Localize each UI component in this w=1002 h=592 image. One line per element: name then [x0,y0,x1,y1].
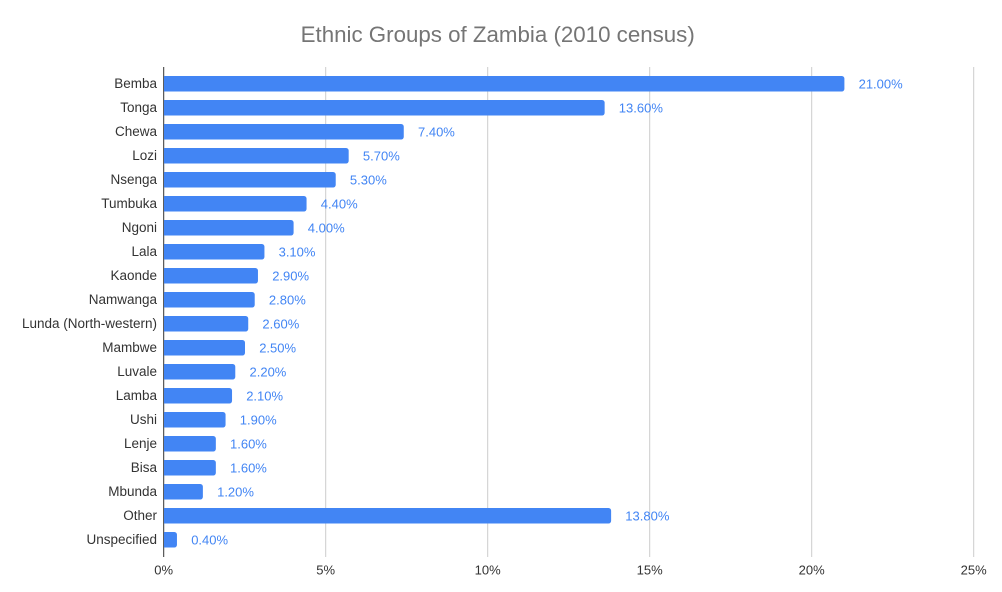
svg-text:Tonga: Tonga [120,100,157,115]
svg-text:2.50%: 2.50% [259,340,296,355]
svg-text:Namwanga: Namwanga [89,292,158,307]
svg-text:Mbunda: Mbunda [108,484,157,499]
svg-text:2.80%: 2.80% [269,292,306,307]
svg-text:21.00%: 21.00% [859,76,904,91]
svg-text:Chewa: Chewa [115,124,158,139]
svg-text:2.60%: 2.60% [262,316,299,331]
svg-text:25%: 25% [961,563,987,578]
svg-text:Kaonde: Kaonde [110,268,157,283]
svg-text:4.00%: 4.00% [308,220,345,235]
svg-text:1.90%: 1.90% [240,412,277,427]
svg-text:Mambwe: Mambwe [102,340,157,355]
svg-text:Lamba: Lamba [116,388,158,403]
svg-text:1.20%: 1.20% [217,484,254,499]
svg-text:2.10%: 2.10% [246,388,283,403]
svg-text:Bemba: Bemba [114,76,157,91]
svg-text:13.60%: 13.60% [619,100,664,115]
svg-text:Lozi: Lozi [132,148,157,163]
svg-text:0%: 0% [154,563,173,578]
svg-text:2.90%: 2.90% [272,268,309,283]
svg-text:Luvale: Luvale [117,364,157,379]
svg-text:Other: Other [123,508,157,523]
svg-text:1.60%: 1.60% [230,436,267,451]
svg-text:Bisa: Bisa [131,460,158,475]
svg-text:Ngoni: Ngoni [122,220,157,235]
svg-text:Lenje: Lenje [124,436,157,451]
svg-text:Lunda (North-western): Lunda (North-western) [22,316,157,331]
svg-text:5%: 5% [316,563,335,578]
svg-text:Ethnic Groups of Zambia (2010: Ethnic Groups of Zambia (2010 census) [301,22,695,47]
svg-text:Unspecified: Unspecified [86,532,157,547]
svg-text:3.10%: 3.10% [279,244,316,259]
svg-text:2.20%: 2.20% [250,364,287,379]
svg-text:4.40%: 4.40% [321,196,358,211]
svg-text:1.60%: 1.60% [230,460,267,475]
svg-text:Nsenga: Nsenga [110,172,157,187]
svg-text:0.40%: 0.40% [191,532,228,547]
svg-text:13.80%: 13.80% [625,508,670,523]
svg-text:20%: 20% [799,563,825,578]
svg-text:Lala: Lala [131,244,157,259]
svg-text:7.40%: 7.40% [418,124,455,139]
svg-text:10%: 10% [475,563,501,578]
svg-text:5.70%: 5.70% [363,148,400,163]
svg-text:Tumbuka: Tumbuka [101,196,157,211]
svg-text:5.30%: 5.30% [350,172,387,187]
svg-text:Ushi: Ushi [130,412,157,427]
svg-text:15%: 15% [637,563,663,578]
